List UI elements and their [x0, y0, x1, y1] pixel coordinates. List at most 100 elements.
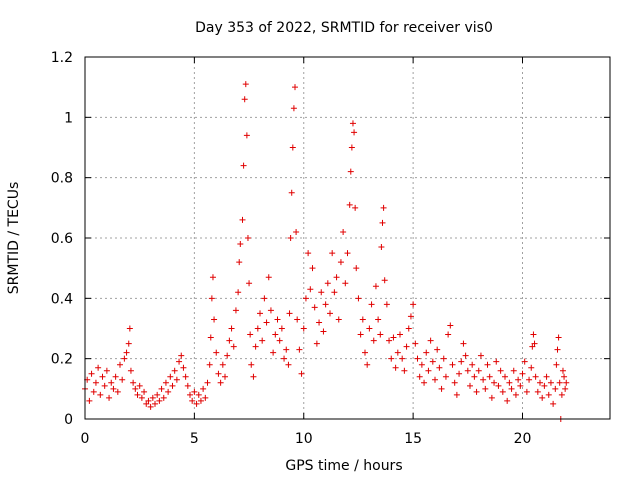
data-point [173, 376, 180, 383]
data-point [154, 391, 161, 398]
data-point [403, 343, 410, 350]
data-point [554, 346, 561, 353]
data-point [307, 286, 314, 293]
data-point [176, 358, 183, 365]
data-point [412, 340, 419, 347]
data-point [342, 280, 349, 287]
data-point [407, 313, 414, 320]
data-point [504, 397, 511, 404]
data-point [329, 250, 336, 257]
data-point [530, 331, 537, 338]
data-point [189, 397, 196, 404]
data-point [145, 397, 152, 404]
data-point [215, 370, 222, 377]
data-point [219, 361, 226, 368]
data-point [440, 355, 447, 362]
data-point [562, 385, 569, 392]
y-tick-label: 1.2 [51, 50, 73, 66]
data-point [254, 325, 261, 332]
data-point [298, 370, 305, 377]
data-point [521, 358, 528, 365]
data-point [381, 277, 388, 284]
data-point [377, 331, 384, 338]
data-point [294, 316, 301, 323]
y-tick-label: 1 [64, 110, 73, 126]
data-point [556, 379, 563, 386]
data-point [458, 358, 465, 365]
data-point [171, 367, 178, 374]
data-point [383, 301, 390, 308]
data-point [337, 259, 344, 266]
data-point [432, 376, 438, 383]
data-point [410, 301, 417, 308]
data-point [327, 310, 333, 317]
data-point [132, 385, 139, 392]
data-point [427, 337, 434, 344]
data-point [484, 361, 491, 368]
data-point [309, 265, 316, 272]
data-point [267, 307, 274, 314]
data-point [397, 331, 403, 338]
data-point [208, 295, 215, 302]
data-point [237, 241, 244, 248]
data-series-vis0 [82, 81, 570, 422]
chart-title: Day 353 of 2022, SRMTID for receiver vis… [195, 20, 493, 36]
data-point [550, 400, 557, 407]
data-point [471, 373, 478, 380]
data-point [388, 355, 395, 362]
data-point [149, 394, 156, 401]
data-point [263, 319, 270, 326]
data-point [222, 373, 228, 380]
data-point [436, 364, 443, 371]
data-point [117, 361, 123, 368]
data-point [488, 394, 495, 401]
data-point [162, 379, 169, 386]
data-point [165, 388, 172, 395]
data-point [418, 361, 425, 368]
data-point [241, 96, 248, 103]
data-point [464, 367, 471, 374]
data-point [283, 346, 290, 353]
data-point [147, 403, 154, 410]
data-point [438, 385, 445, 392]
data-point [123, 349, 130, 356]
data-point [239, 216, 246, 223]
data-point [202, 394, 209, 401]
data-point [467, 382, 473, 389]
data-point [380, 204, 387, 211]
data-point [246, 280, 253, 287]
data-point [331, 289, 338, 296]
data-point [508, 385, 515, 392]
data-point [460, 340, 467, 347]
data-point [217, 379, 224, 386]
data-point [529, 343, 536, 350]
data-point [482, 385, 489, 392]
data-point [512, 391, 519, 398]
data-point [90, 388, 97, 395]
data-point [127, 367, 134, 374]
x-axis-ticks: 0 5 10 15 20 [81, 57, 531, 447]
data-point [311, 304, 318, 311]
y-tick-label: 0 [64, 412, 73, 428]
data-point [289, 144, 296, 151]
data-point [296, 346, 303, 353]
data-point [352, 204, 359, 211]
data-point [197, 397, 204, 404]
x-axis-label: GPS time / hours [285, 458, 402, 474]
data-point [405, 325, 412, 332]
y-tick-label: 0.6 [51, 231, 73, 247]
data-point [531, 340, 538, 347]
data-point [257, 310, 263, 317]
data-point [506, 379, 513, 386]
y-axis-label: SRMTID / TECUs [6, 182, 22, 295]
data-point [293, 228, 300, 235]
data-point [292, 84, 298, 91]
data-point [281, 355, 288, 362]
data-point [136, 382, 143, 389]
data-point [449, 361, 456, 368]
data-point [88, 370, 95, 377]
data-point [528, 364, 535, 371]
data-point [200, 385, 207, 392]
data-point [534, 388, 541, 395]
data-point [491, 379, 498, 386]
